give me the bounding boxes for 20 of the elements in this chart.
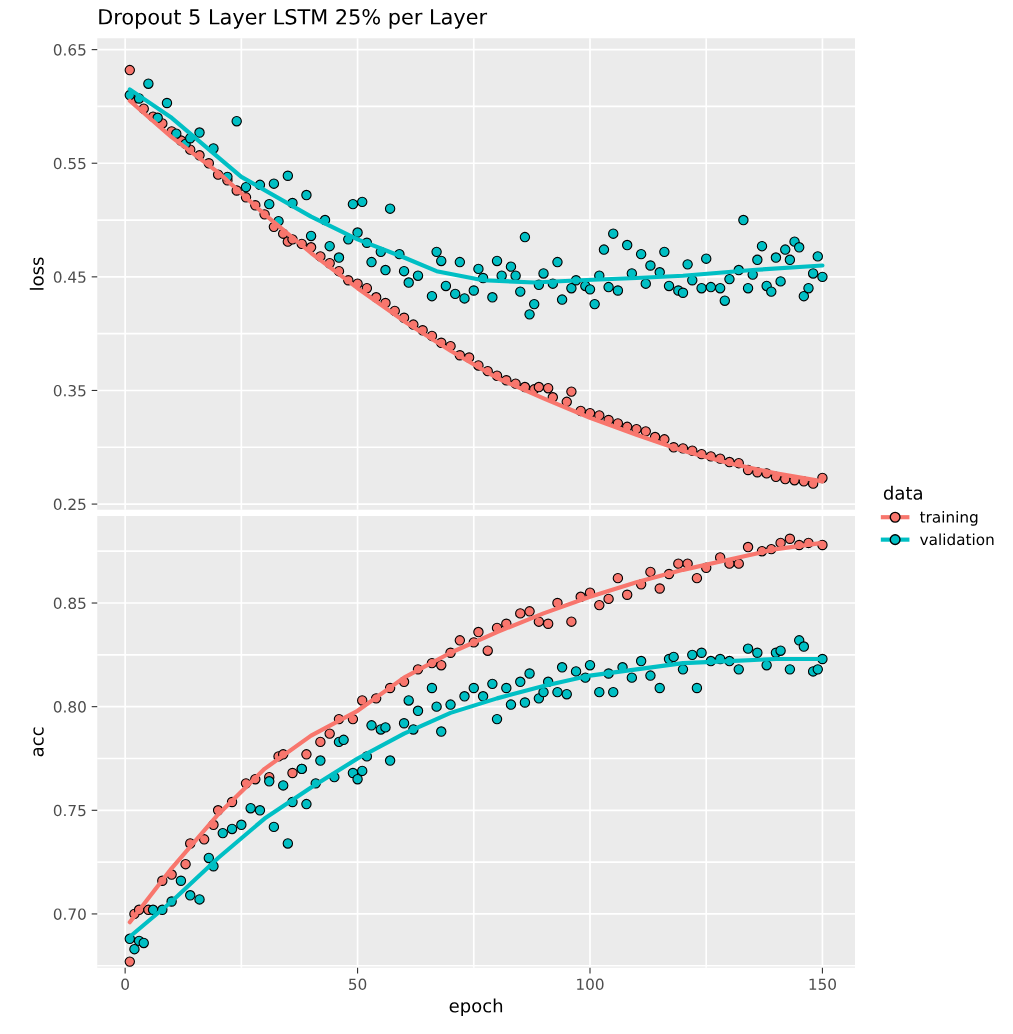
y-tick-label: 0.45 [53,271,86,283]
y-tick-label: 0.85 [53,597,86,610]
y-tick-label: 0.75 [53,804,86,817]
y-tick-label: 0.25 [53,498,86,511]
y-axis-title: acc [33,727,44,757]
x-tick-label: 150 [809,978,836,991]
y-tick-label: 0.80 [53,701,86,713]
legend-title: data [883,485,922,500]
y-tick-label: 0.55 [53,157,86,170]
y-axis-title: loss [29,257,44,290]
legend-label: validation [920,533,994,546]
chart-title: Dropout 5 Layer LSTM 25% per Layer [99,8,488,29]
legend-label: training [919,510,978,526]
x-axis-title: epoch [449,998,503,1017]
x-tick-label: 50 [349,978,367,991]
y-tick-label: 0.35 [53,384,86,397]
y-tick-label: 0.70 [53,908,86,920]
y-tick-label: 0.65 [53,44,86,56]
x-tick-label: 0 [121,978,129,991]
x-tick-label: 100 [577,978,604,991]
